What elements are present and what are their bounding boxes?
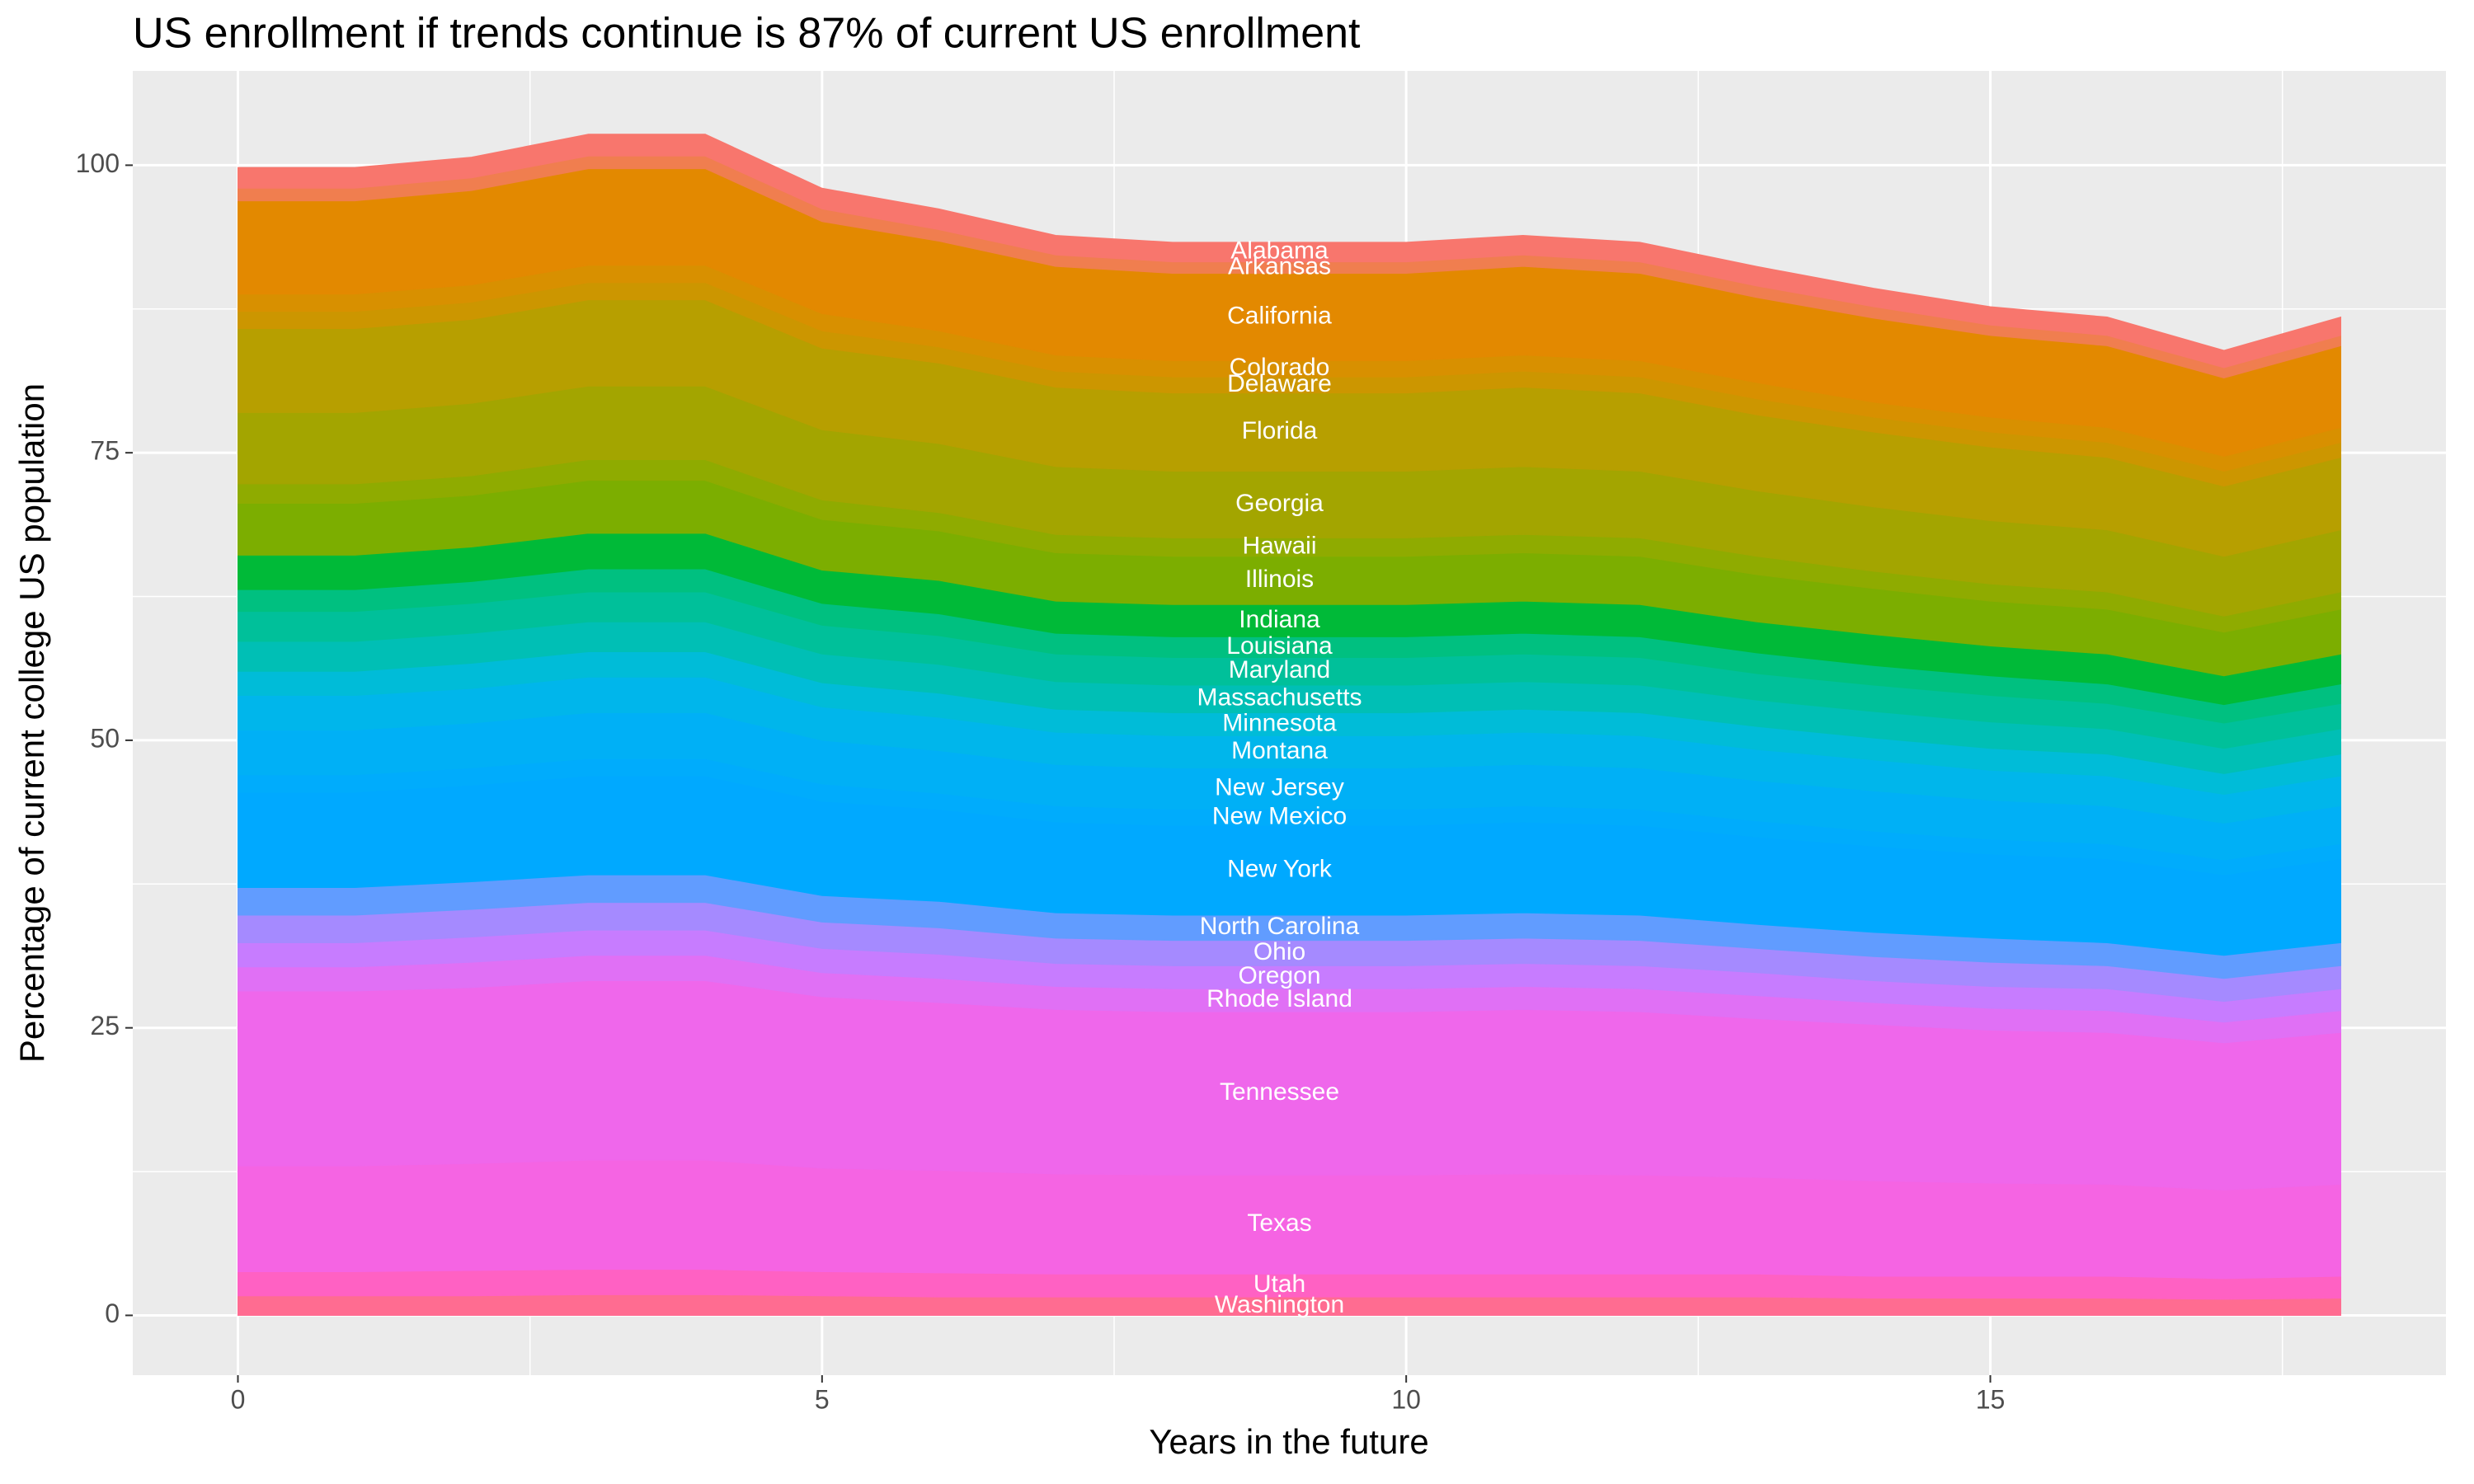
x-tick-label: 15: [1976, 1384, 2006, 1414]
area-label: Arkansas: [1228, 252, 1331, 279]
area-label: Minnesota: [1222, 709, 1337, 736]
area-label: Louisiana: [1226, 632, 1333, 660]
area-label: Oregon: [1238, 962, 1320, 989]
area-label: New York: [1227, 855, 1333, 882]
y-tick-label: 25: [90, 1011, 120, 1040]
area-label: New Jersey: [1215, 773, 1344, 801]
area-label: Florida: [1242, 417, 1318, 444]
area-label: Delaware: [1227, 370, 1332, 397]
area-label: Washington: [1215, 1291, 1344, 1318]
area-label: Tennessee: [1220, 1078, 1339, 1106]
area-label: Alabama: [1230, 237, 1329, 265]
area-label: Indiana: [1239, 606, 1320, 633]
x-tick-label: 10: [1391, 1384, 1421, 1414]
y-tick-label: 0: [105, 1298, 120, 1328]
area-label: Texas: [1247, 1209, 1311, 1237]
area-label: Illinois: [1245, 566, 1314, 593]
y-axis-title: Percentage of current college US populat…: [12, 383, 51, 1063]
area-label: Hawaii: [1242, 532, 1316, 559]
area-label: Montana: [1231, 737, 1328, 764]
x-tick-label: 0: [231, 1384, 246, 1414]
y-tick-label: 75: [90, 436, 120, 466]
area-label: North Carolina: [1200, 913, 1360, 940]
x-tick-label: 5: [815, 1384, 830, 1414]
y-tick-label: 50: [90, 723, 120, 753]
chart-title: US enrollment if trends continue is 87% …: [133, 10, 1361, 58]
area: [238, 134, 2341, 369]
areas: [238, 134, 2341, 1316]
x-axis-title: Years in the future: [1149, 1422, 1428, 1461]
area-label: Georgia: [1235, 490, 1324, 517]
area-label: Utah: [1253, 1270, 1305, 1298]
area-label: Rhode Island: [1206, 985, 1352, 1012]
area-label: Ohio: [1253, 938, 1305, 965]
y-tick-label: 100: [76, 148, 120, 178]
area-label: California: [1227, 302, 1332, 329]
area-label: Colorado: [1230, 354, 1330, 381]
area-label: Massachusetts: [1197, 684, 1362, 711]
area-label: New Mexico: [1212, 802, 1347, 829]
axes: 0 5 10 15 0 25 50 75 100: [76, 148, 2006, 1415]
area-label: Maryland: [1229, 656, 1330, 683]
